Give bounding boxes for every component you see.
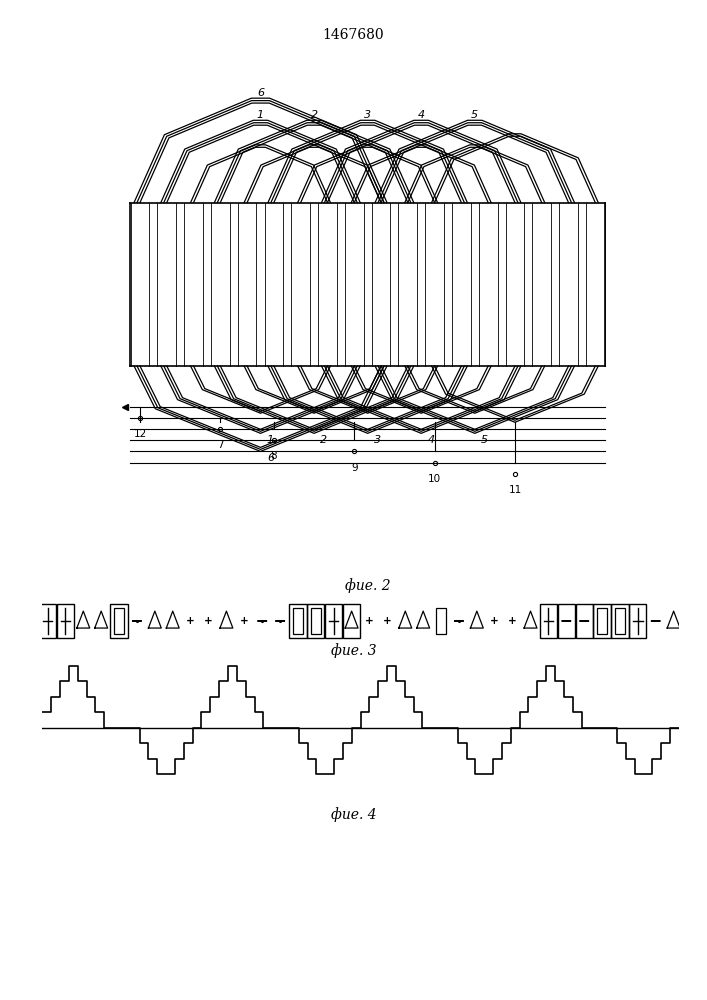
Text: 1: 1 xyxy=(257,110,264,120)
Text: 1467680: 1467680 xyxy=(322,28,385,42)
Text: 7: 7 xyxy=(217,440,223,450)
Bar xyxy=(597,608,607,634)
Text: +: + xyxy=(240,616,249,626)
Bar xyxy=(308,604,325,638)
Text: 2: 2 xyxy=(310,110,317,120)
Text: фие. 3: фие. 3 xyxy=(331,643,376,658)
Text: +: + xyxy=(186,616,195,626)
Text: +: + xyxy=(365,616,374,626)
Bar xyxy=(612,604,629,638)
Text: 8: 8 xyxy=(271,451,277,461)
Text: 6: 6 xyxy=(267,453,274,463)
Text: 10: 10 xyxy=(428,474,441,484)
Bar xyxy=(343,604,360,638)
Text: 4: 4 xyxy=(428,435,435,445)
Text: 5: 5 xyxy=(481,435,489,445)
Bar xyxy=(325,604,342,638)
Text: 9: 9 xyxy=(351,463,358,473)
Bar xyxy=(310,608,321,634)
Bar xyxy=(593,604,611,638)
Text: фие. 4: фие. 4 xyxy=(331,807,376,822)
Text: 6: 6 xyxy=(257,88,264,98)
Bar xyxy=(57,604,74,638)
Bar xyxy=(540,604,557,638)
Bar xyxy=(436,608,446,634)
Text: +: + xyxy=(383,616,392,626)
Text: +: + xyxy=(204,616,213,626)
Bar xyxy=(629,604,646,638)
Bar xyxy=(558,604,575,638)
Bar xyxy=(293,608,303,634)
Text: 1: 1 xyxy=(267,435,274,445)
Text: 3: 3 xyxy=(364,110,371,120)
Text: 3: 3 xyxy=(374,435,381,445)
Bar xyxy=(615,608,625,634)
Text: 4: 4 xyxy=(418,110,425,120)
Bar xyxy=(39,604,56,638)
Text: фие. 2: фие. 2 xyxy=(345,578,390,593)
Text: +: + xyxy=(491,616,499,626)
Text: 5: 5 xyxy=(471,110,479,120)
Text: +: + xyxy=(508,616,517,626)
Text: 11: 11 xyxy=(508,485,522,495)
Bar xyxy=(575,604,592,638)
Bar xyxy=(114,608,124,634)
Bar xyxy=(289,604,307,638)
Text: 2: 2 xyxy=(320,435,327,445)
Bar xyxy=(110,604,128,638)
Text: 12: 12 xyxy=(134,429,146,439)
